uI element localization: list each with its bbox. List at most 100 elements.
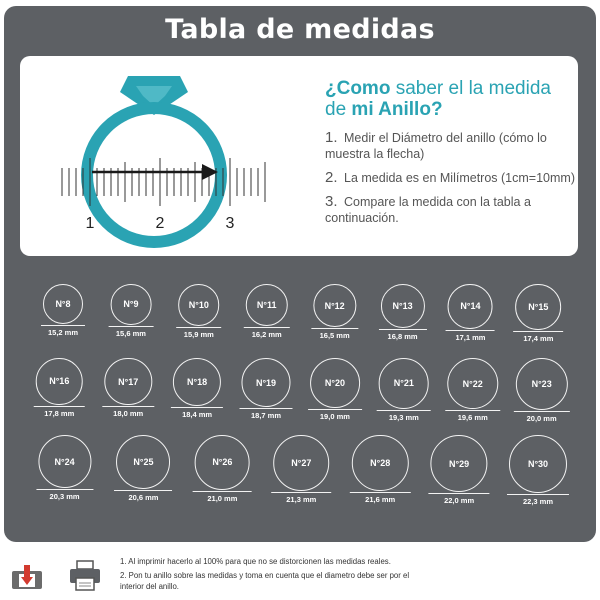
ring-size-mm: 15,2 mm (47, 328, 79, 337)
steps-list: 1. Medir el Diámetro del anillo (cómo lo… (325, 130, 575, 234)
ring-size-mm: 15,9 mm (183, 329, 214, 339)
ring-divider (108, 325, 154, 327)
ring-size-label: N°17 (118, 376, 139, 387)
ring-divider (310, 328, 359, 330)
ring-size-mm: 18,0 mm (113, 409, 144, 419)
ring-size-mm: 16,8 mm (387, 332, 418, 342)
ring-size-item: N°21 19,3 mm (369, 358, 439, 433)
ring-size-mm: 17,8 mm (44, 408, 75, 418)
ring-size-mm: 21,3 mm (286, 494, 317, 504)
ring-size-item: N°8 15,2 mm (28, 284, 98, 359)
ring-size-mm: 22,3 mm (523, 497, 554, 507)
ring-size-item: N°29 22,0 mm (424, 435, 494, 510)
ring-size-mm: 22,0 mm (444, 496, 475, 506)
ring-circle: N°22 (447, 358, 499, 410)
ring-size-item: N°14 17,1 mm (435, 284, 505, 359)
ring-size-label: N°19 (255, 377, 277, 388)
ring-circle: N°29 (430, 435, 488, 493)
ruler-label-1: 1 (86, 215, 95, 232)
ring-circle: N°14 (448, 284, 493, 329)
ring-size-item: N°23 20,0 mm (507, 358, 577, 433)
ring-divider (307, 408, 362, 410)
ring-size-label: N°15 (528, 301, 549, 312)
ring-divider (102, 406, 154, 408)
arrow-head (202, 164, 218, 180)
ring-size-item: N°20 19,0 mm (300, 358, 370, 433)
ring-divider (445, 410, 501, 412)
ring-size-mm: 18,4 mm (182, 410, 213, 420)
ring-size-label: N°25 (133, 456, 154, 467)
ring-size-item: N°16 17,8 mm (24, 358, 94, 433)
ring-divider (35, 489, 94, 491)
ring-size-mm: 17,4 mm (523, 333, 554, 343)
ring-circle: N°26 (195, 435, 250, 490)
ring-circle: N°23 (515, 358, 568, 411)
ring-size-label: N°21 (393, 378, 414, 389)
how-to-heading: ¿Como saber el la medida de mi Anillo? (325, 78, 551, 120)
ring-divider (446, 329, 495, 331)
ring-size-mm: 20,0 mm (526, 414, 557, 424)
ring-circle: N°9 (110, 284, 152, 325)
ruler (61, 158, 266, 206)
ring-size-item: N°22 19,6 mm (438, 358, 508, 433)
page-title: Tabla de medidas (165, 14, 435, 45)
note-1: 1. Al imprimir hacerlo al 100% para que … (120, 557, 391, 566)
ring-size-mm: 21,6 mm (365, 495, 396, 505)
ring-size-mm: 19,3 mm (388, 412, 419, 422)
ring-divider (428, 493, 490, 495)
ring-circle: N°30 (509, 435, 568, 494)
ring-circle: N°18 (173, 358, 222, 407)
ring-size-item: N°27 21,3 mm (266, 435, 336, 510)
ring-size-item: N°18 18,4 mm (162, 358, 232, 433)
ring-size-item: N°10 15,9 mm (164, 284, 234, 359)
ring-divider (513, 411, 570, 413)
ring-circle: N°21 (378, 358, 430, 409)
ring-divider (271, 491, 332, 493)
ring-size-mm: 20,3 mm (49, 492, 80, 502)
ring-circle: N°25 (116, 435, 171, 489)
ring-circle: N°12 (312, 284, 357, 328)
ruler-label-3: 3 (226, 215, 235, 232)
ring-size-label: N°16 (49, 376, 70, 387)
ring-size-label: N°10 (188, 299, 209, 310)
ring-size-mm: 18,7 mm (250, 411, 282, 421)
ring-band (81, 102, 227, 248)
ring-size-label: N°8 (55, 299, 71, 309)
ring-divider (349, 492, 411, 494)
ruler-label-2: 2 (156, 215, 165, 232)
ring-circle: N°28 (351, 435, 409, 492)
ring-circle: N°17 (104, 358, 152, 406)
ring-circle: N°27 (273, 435, 330, 491)
ring-size-item: N°30 22,3 mm (503, 435, 573, 510)
ring-size-label: N°26 (212, 457, 233, 468)
ring-circle: N°24 (37, 435, 92, 489)
step-3: 3. Compare la medida con la tabla a cont… (325, 193, 531, 226)
ring-size-mm: 21,0 mm (207, 493, 238, 503)
ring-divider (243, 327, 290, 329)
ring-size-label: N°20 (324, 377, 345, 388)
ring-size-label: N°18 (187, 377, 208, 388)
ring-divider (513, 330, 564, 332)
printer-icon[interactable] (68, 558, 102, 592)
ring-size-label: N°22 (462, 378, 483, 389)
ring-size-item: N°17 18,0 mm (93, 358, 163, 433)
ring-circle: N°8 (43, 284, 83, 324)
ring-circle: N°15 (515, 284, 562, 330)
ring-circle: N°16 (35, 358, 83, 405)
ring-size-item: N°15 17,4 mm (503, 284, 573, 359)
ring-size-item: N°12 16,5 mm (300, 284, 370, 359)
ring-size-mm: 20,6 mm (128, 492, 159, 502)
note-2: 2. Pon tu anillo sobre las medidas y tom… (120, 571, 410, 591)
pdf-icon[interactable] (10, 563, 44, 590)
ring-divider (376, 409, 432, 411)
ring-size-item: N°13 16,8 mm (368, 284, 438, 359)
ring-divider (193, 490, 252, 492)
ring-divider (507, 494, 570, 496)
ring-size-label: N°29 (449, 458, 470, 469)
ring-divider (114, 489, 173, 491)
ring-size-label: N°9 (123, 299, 139, 310)
ring-divider (33, 405, 85, 407)
ring-size-item: N°19 18,7 mm (231, 358, 301, 433)
step-2: 2. La medida es en Milímetros (1cm=10mm) (325, 169, 575, 186)
ring-size-label: N°13 (392, 301, 413, 312)
